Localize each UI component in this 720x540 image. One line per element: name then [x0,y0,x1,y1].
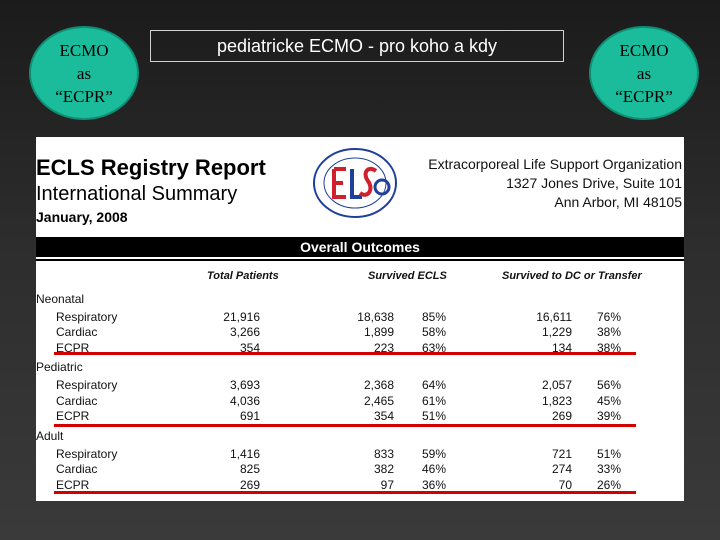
survived-dc: 269 [551,409,572,423]
survived-ecls-pct: 46% [421,462,446,476]
survived-ecls-pct: 85% [421,310,446,324]
total-patients: 3,693 [229,378,260,392]
survived-dc-pct: 56% [596,378,621,392]
elso-logo-icon [313,148,397,218]
slide-title: pediatricke ECMO - pro koho a kdy [150,30,564,62]
survived-ecls: 2,368 [363,378,394,392]
row-label: Cardiac [56,462,98,476]
total-patients: 691 [239,409,260,423]
survived-ecls: 354 [373,409,394,423]
badge-line: “ECPR” [55,86,113,106]
badge-line: as [636,63,652,83]
survived-dc: 70 [558,478,572,492]
survived-ecls: 833 [373,447,394,461]
header-survived-dc: Survived to DC or Transfer [502,270,642,282]
survived-dc: 1,229 [541,325,572,339]
row-label: ECPR [56,341,90,355]
ecpr-highlight-underline [54,424,636,427]
group-label-adult: Adult [36,429,64,443]
table-row: ECPR 269 97 36% 70 26% [36,478,684,493]
row-label: Respiratory [56,378,118,392]
survived-ecls: 223 [373,341,394,355]
row-label: ECPR [56,478,90,492]
table-row: Cardiac 825 382 46% 274 33% [36,462,684,477]
survived-dc-pct: 38% [596,325,621,339]
section-title: Overall Outcomes [36,237,684,257]
ecpr-highlight-underline [54,352,636,355]
table-row: ECPR 691 354 51% 269 39% [36,409,684,424]
row-label: Respiratory [56,447,118,461]
divider [36,259,684,261]
survived-dc-pct: 33% [596,462,621,476]
total-patients: 4,036 [229,394,260,408]
total-patients: 825 [239,462,260,476]
survived-dc: 721 [551,447,572,461]
report-subtitle: International Summary [36,183,238,205]
table-row: Respiratory 1,416 833 59% 721 51% [36,447,684,462]
survived-ecls-pct: 58% [421,325,446,339]
header-total-patients: Total Patients [207,270,279,282]
survived-ecls-pct: 64% [421,378,446,392]
table-row: Respiratory 3,693 2,368 64% 2,057 56% [36,378,684,393]
survived-ecls: 382 [373,462,394,476]
survived-dc-pct: 38% [596,341,621,355]
survived-dc: 1,823 [541,394,572,408]
survived-dc: 16,611 [536,310,572,324]
badge-line: “ECPR” [615,86,673,106]
registry-report-image: ECLS Registry Report International Summa… [36,137,684,501]
row-label: Cardiac [56,394,98,408]
survived-ecls-pct: 36% [421,478,446,492]
survived-ecls: 18,638 [357,310,394,324]
ecmo-ecpr-badge-left: ECMO as “ECPR” [29,26,139,120]
total-patients: 3,266 [229,325,260,339]
organization-address: Extracorporeal Life Support Organization… [428,155,682,212]
survived-dc-pct: 39% [596,409,621,423]
survived-dc: 2,057 [541,378,572,392]
group-label-neonatal: Neonatal [36,292,85,306]
total-patients: 21,916 [223,310,260,324]
badge-line: ECMO [59,40,109,60]
survived-dc: 274 [551,462,572,476]
survived-ecls-pct: 59% [421,447,446,461]
org-city: Ann Arbor, MI 48105 [554,194,682,210]
survived-ecls: 2,465 [363,394,394,408]
survived-ecls-pct: 61% [421,394,446,408]
total-patients: 269 [239,478,260,492]
table-row: Cardiac 4,036 2,465 61% 1,823 45% [36,394,684,409]
survived-dc-pct: 26% [596,478,621,492]
row-label: ECPR [56,409,90,423]
survived-ecls: 1,899 [363,325,394,339]
table-row: Cardiac 3,266 1,899 58% 1,229 38% [36,325,684,340]
row-label: Respiratory [56,310,118,324]
survived-ecls-pct: 51% [421,409,446,423]
ecpr-highlight-underline [54,491,636,494]
ecmo-ecpr-badge-right: ECMO as “ECPR” [589,26,699,120]
table-row: ECPR 354 223 63% 134 38% [36,341,684,356]
org-street: 1327 Jones Drive, Suite 101 [506,175,682,191]
survived-ecls-pct: 63% [421,341,446,355]
badge-line: as [76,63,92,83]
total-patients: 354 [239,341,260,355]
survived-dc-pct: 45% [596,394,621,408]
badge-line: ECMO [619,40,669,60]
survived-dc: 134 [551,341,572,355]
report-title: ECLS Registry Report [36,155,266,180]
group-label-pediatric: Pediatric [36,360,83,374]
survived-dc-pct: 51% [596,447,621,461]
org-name: Extracorporeal Life Support Organization [428,156,682,172]
row-label: Cardiac [56,325,98,339]
total-patients: 1,416 [229,447,260,461]
header-survived-ecls: Survived ECLS [368,270,447,282]
table-row: Respiratory 21,916 18,638 85% 16,611 76% [36,310,684,325]
survived-ecls: 97 [380,478,394,492]
report-date: January, 2008 [36,209,128,225]
survived-dc-pct: 76% [596,310,621,324]
